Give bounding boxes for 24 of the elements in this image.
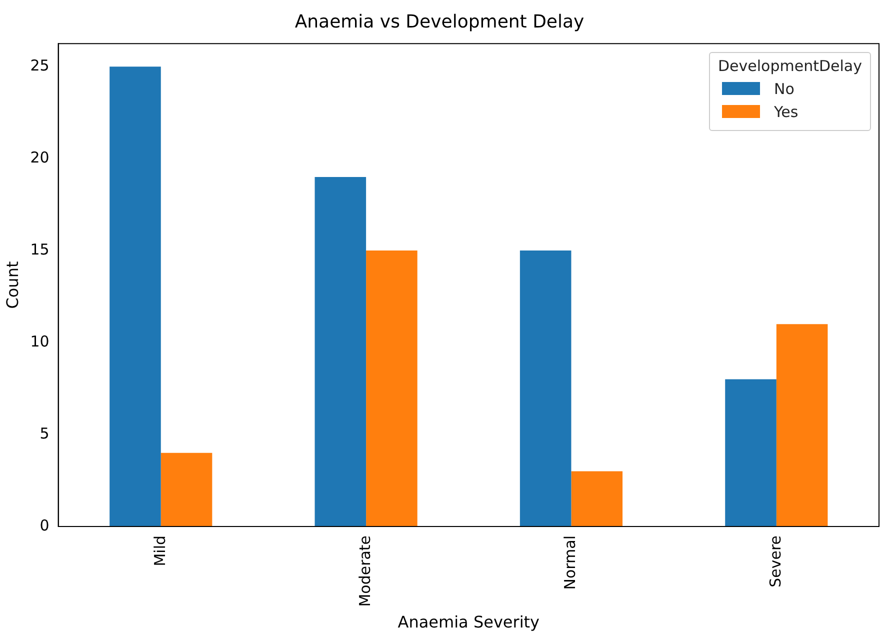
y-tick-label: 5	[40, 424, 50, 442]
bar	[366, 250, 418, 526]
bar	[160, 452, 212, 526]
x-axis-title: Anaemia Severity	[398, 612, 540, 632]
y-tick-label: 10	[30, 332, 50, 350]
legend-label: No	[774, 80, 794, 98]
x-tick-label: Moderate	[356, 535, 374, 607]
chart-title: Anaemia vs Development Delay	[294, 11, 585, 32]
legend-label: Yes	[774, 102, 798, 121]
legend-title: DevelopmentDelay	[718, 56, 862, 75]
y-tick-label: 20	[30, 148, 50, 166]
bar	[110, 66, 161, 526]
x-tick-label: Mild	[150, 535, 169, 566]
y-axis-title: Count	[2, 261, 22, 309]
y-tick-label: 15	[30, 240, 50, 258]
bar	[776, 324, 828, 526]
bar	[571, 471, 623, 526]
bar	[725, 379, 776, 526]
bar	[314, 176, 366, 526]
x-tick-label: Severe	[766, 535, 784, 588]
bar	[520, 250, 572, 526]
x-tick-label: Normal	[561, 535, 580, 590]
y-tick-label: 25	[30, 56, 50, 74]
y-tick-label: 0	[40, 516, 50, 534]
